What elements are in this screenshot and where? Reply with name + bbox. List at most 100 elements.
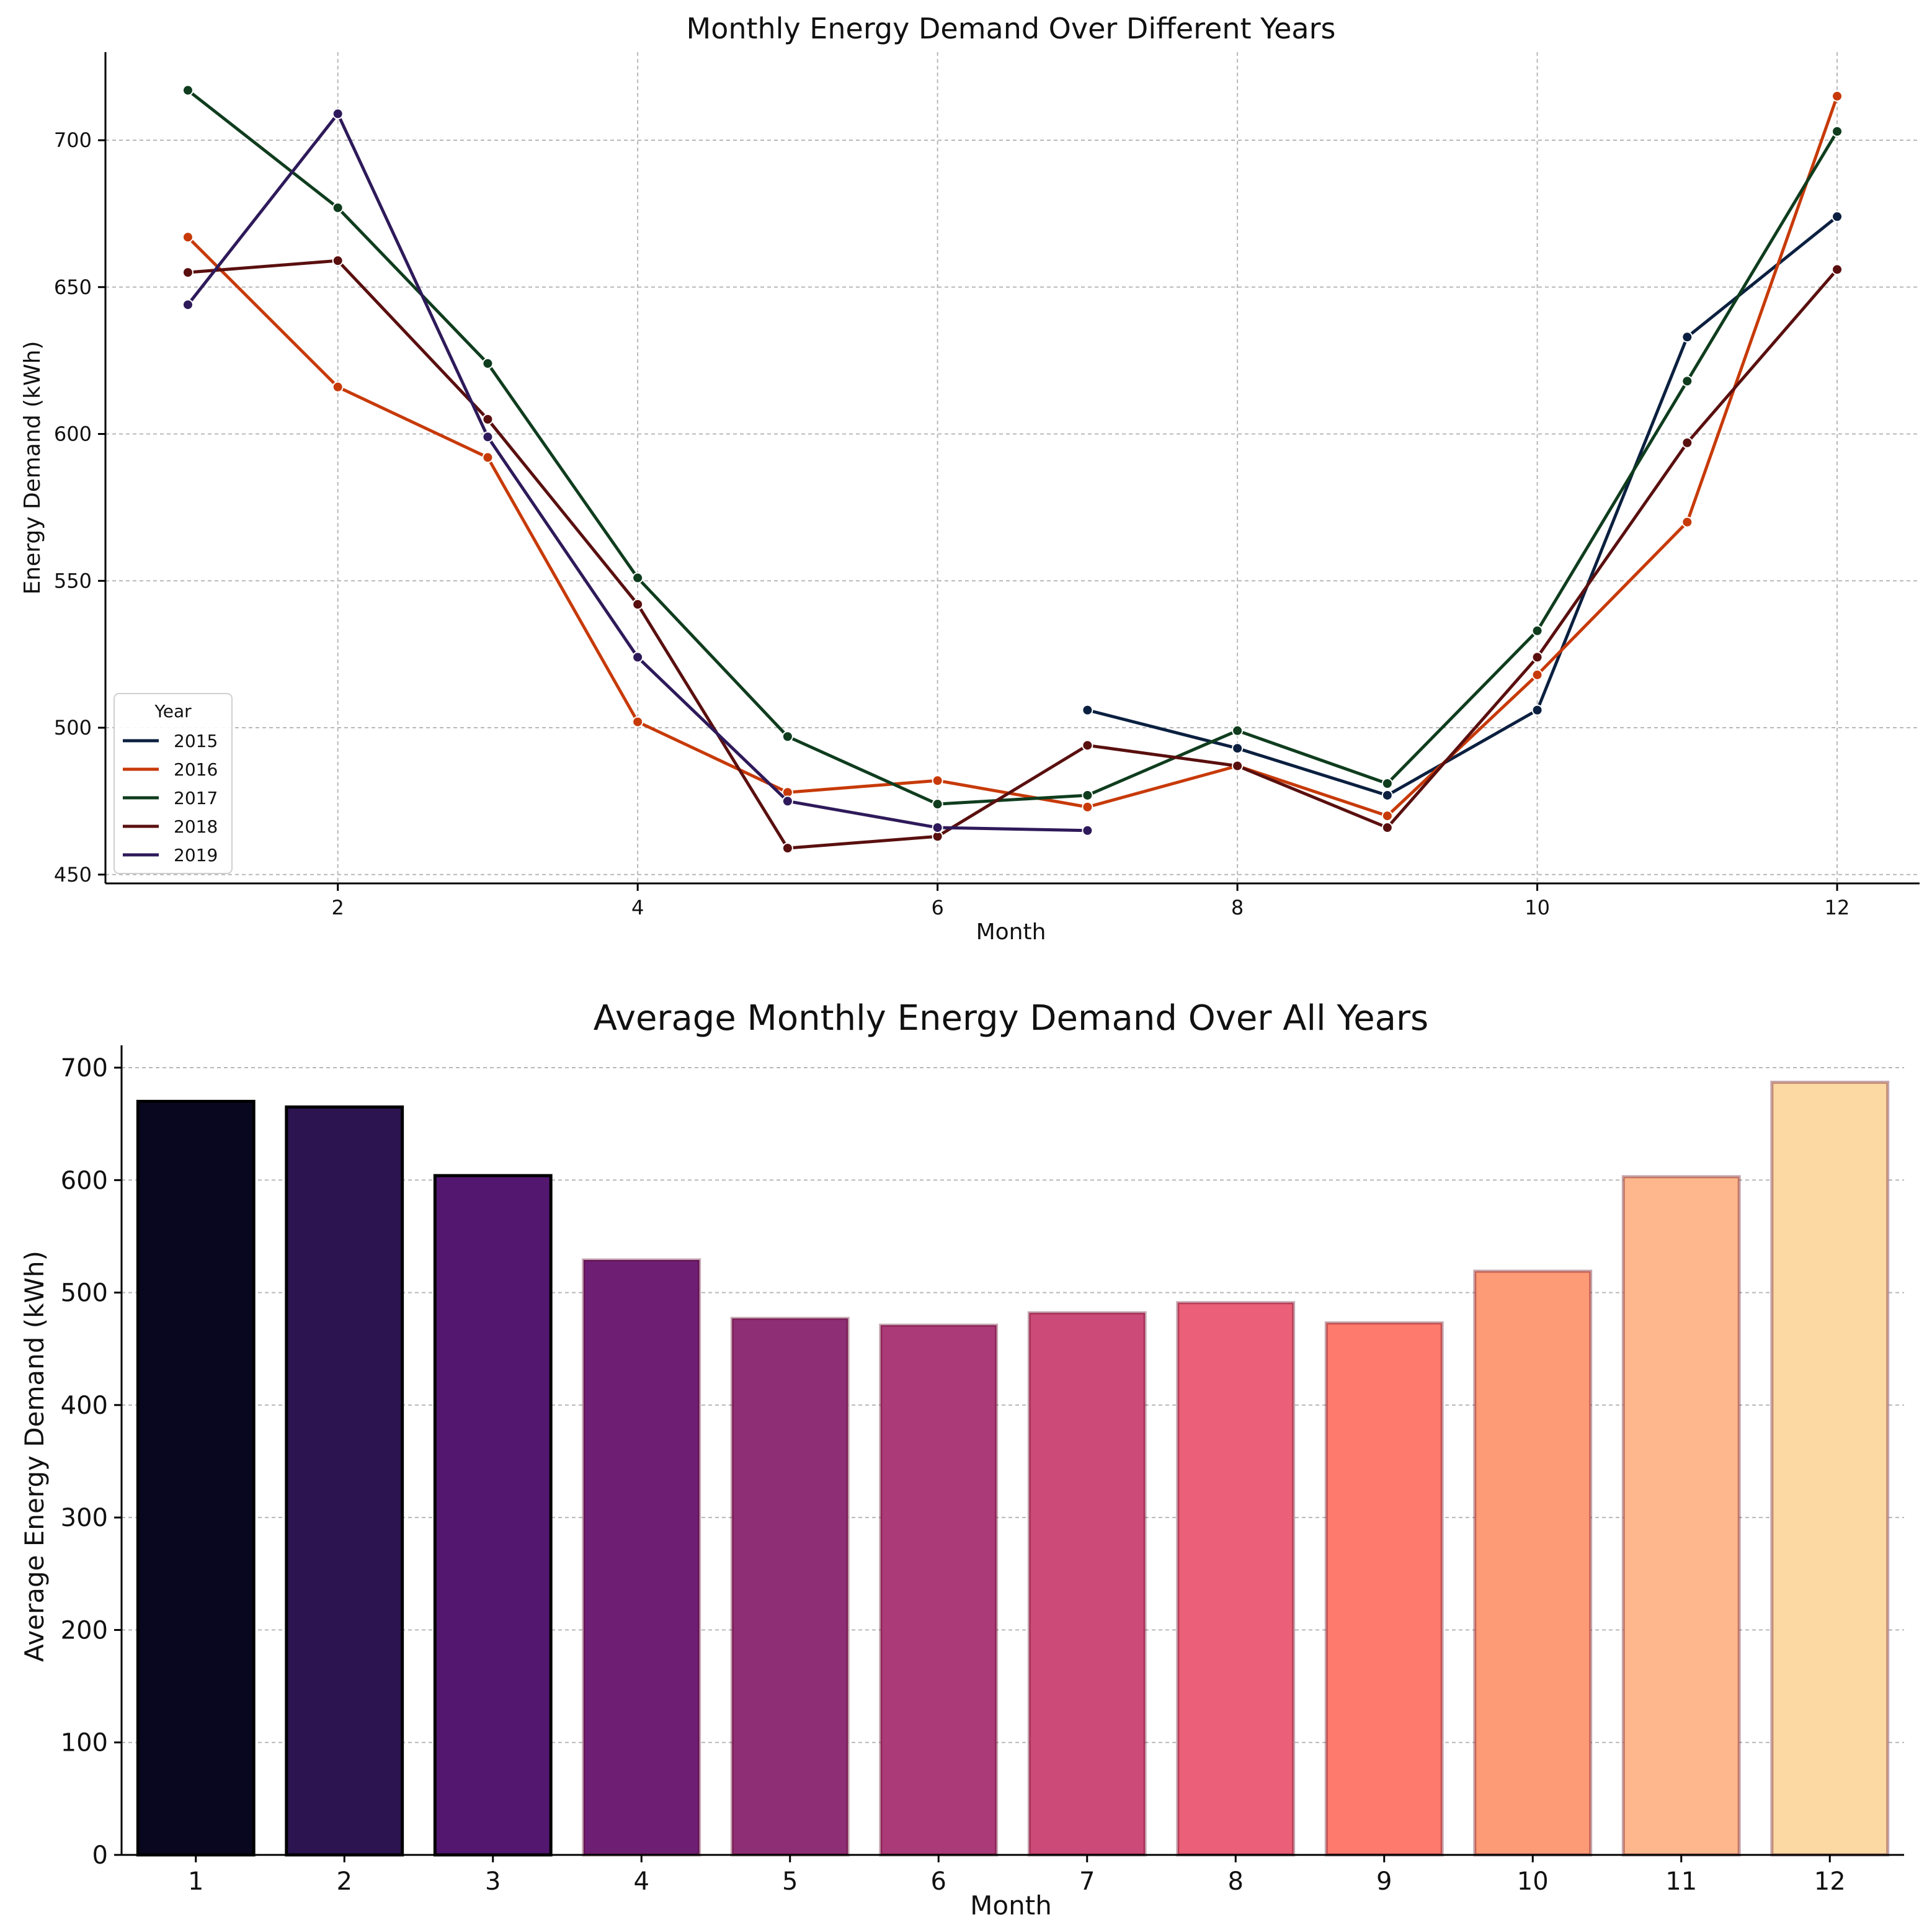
data-point-2017	[1381, 778, 1393, 790]
data-point-2015	[1531, 704, 1543, 716]
data-point-2015	[1232, 743, 1244, 754]
bar-x-tick-label: 11	[1665, 1867, 1697, 1896]
legend-label-2018: 2018	[174, 816, 218, 837]
data-point-2018	[332, 255, 344, 267]
bar-month-12	[1770, 1081, 1890, 1857]
data-point-2016	[932, 775, 943, 787]
data-point-2019	[482, 431, 494, 443]
line-y-axis-label: Energy Demand (kWh)	[20, 341, 45, 595]
bar-month-6	[879, 1323, 999, 1857]
line-y-tick-label: 450	[54, 863, 92, 887]
bar-x-tick-label: 3	[485, 1867, 501, 1896]
legend-label-2019: 2019	[174, 845, 218, 865]
bar-month-2	[285, 1105, 404, 1857]
data-point-2015	[1832, 211, 1843, 223]
bar-chart: 1 2 3 4 5 6 7 8 9 10 11 120100200300400500600700Ave…	[19, 998, 1904, 1921]
data-point-2019	[182, 299, 194, 311]
line-y-tick-label: 500	[54, 716, 92, 739]
bar-x-tick-label: 10	[1517, 1867, 1549, 1896]
data-point-2017	[632, 572, 644, 584]
line-x-tick-label: 4	[631, 896, 644, 919]
bar-x-axis-label: Month	[970, 1890, 1052, 1921]
bar-y-tick-label: 200	[61, 1616, 108, 1645]
bar-y-tick-label: 600	[61, 1166, 108, 1195]
bar-month-8	[1176, 1301, 1296, 1857]
bar-y-tick-label: 500	[61, 1279, 108, 1308]
line-y-tick-label: 600	[54, 422, 92, 446]
data-point-2017	[1232, 725, 1244, 736]
bar-month-1	[136, 1099, 256, 1857]
data-point-2018	[1082, 739, 1093, 751]
bar-x-tick-label: 1	[188, 1867, 203, 1896]
bar-y-tick-label: 100	[61, 1729, 108, 1758]
data-point-2018	[781, 842, 793, 854]
data-point-2019	[932, 822, 943, 834]
data-point-2018	[1381, 822, 1393, 834]
line-x-tick-label: 10	[1525, 896, 1550, 919]
line-y-tick-label: 650	[54, 275, 92, 299]
data-point-2018	[1232, 760, 1244, 772]
legend-label-2017: 2017	[174, 788, 218, 808]
bar-y-tick-label: 700	[61, 1054, 108, 1083]
data-point-2016	[1531, 669, 1543, 681]
bar-x-tick-label: 4	[634, 1867, 649, 1896]
data-point-2016	[482, 452, 494, 463]
data-point-2017	[182, 84, 194, 96]
data-point-2017	[1082, 789, 1093, 801]
data-point-2016	[632, 716, 644, 728]
bar-x-tick-label: 8	[1228, 1867, 1244, 1896]
bar-x-tick-label: 6	[931, 1867, 946, 1896]
data-point-2019	[332, 108, 344, 120]
line-x-axis-label: Month	[976, 919, 1046, 945]
data-point-2015	[1082, 704, 1093, 716]
bar-chart-title: Average Monthly Energy Demand Over All Y…	[594, 998, 1428, 1038]
data-point-2017	[482, 357, 494, 369]
data-point-2017	[332, 202, 344, 213]
series-line-2016	[187, 96, 1839, 818]
data-point-2019	[1082, 824, 1093, 836]
bar-month-10	[1473, 1269, 1593, 1857]
line-x-tick-label: 2	[332, 896, 344, 919]
data-point-2017	[1832, 125, 1843, 137]
line-chart-title: Monthly Energy Demand Over Different Yea…	[687, 12, 1336, 45]
data-point-2017	[932, 798, 943, 810]
data-point-2017	[781, 731, 793, 743]
legend-box	[114, 693, 233, 874]
data-point-2018	[1681, 437, 1693, 449]
line-x-tick-label: 6	[931, 896, 943, 919]
line-x-tick-label: 12	[1825, 896, 1850, 919]
bar-month-3	[433, 1174, 553, 1857]
bar-month-11	[1621, 1175, 1741, 1857]
bar-x-tick-label: 12	[1814, 1867, 1846, 1896]
data-point-2018	[1832, 264, 1843, 275]
line-y-tick-label: 550	[54, 569, 92, 592]
data-point-2016	[332, 381, 344, 393]
data-point-2016	[1681, 516, 1693, 528]
data-point-2015	[1381, 789, 1393, 801]
data-point-2018	[182, 267, 194, 279]
bar-x-tick-label: 7	[1079, 1867, 1095, 1896]
bar-y-tick-label: 400	[61, 1391, 108, 1420]
data-point-2016	[1381, 810, 1393, 822]
bar-y-tick-label: 0	[92, 1841, 108, 1870]
bar-x-tick-label: 5	[782, 1867, 798, 1896]
bar-y-tick-label: 300	[61, 1504, 108, 1532]
data-point-2018	[482, 413, 494, 425]
data-point-2017	[1531, 625, 1543, 636]
series-line-2017	[187, 89, 1839, 806]
line-y-tick-label: 700	[54, 128, 92, 152]
data-point-2016	[182, 231, 194, 243]
bar-month-7	[1027, 1311, 1147, 1857]
bar-month-4	[582, 1258, 701, 1857]
bar-month-9	[1324, 1321, 1444, 1857]
line-chart: 2 4 6 8 10 12 450 500 550 600 650 700 Monthly Energy…	[20, 12, 1920, 945]
data-point-2019	[632, 651, 644, 663]
data-point-2017	[1681, 375, 1693, 387]
bar-x-tick-label: 9	[1376, 1867, 1392, 1896]
series-line-2018	[187, 259, 1838, 850]
bar-month-5	[730, 1316, 850, 1857]
data-point-2016	[1082, 801, 1093, 813]
data-point-2018	[1531, 651, 1543, 663]
